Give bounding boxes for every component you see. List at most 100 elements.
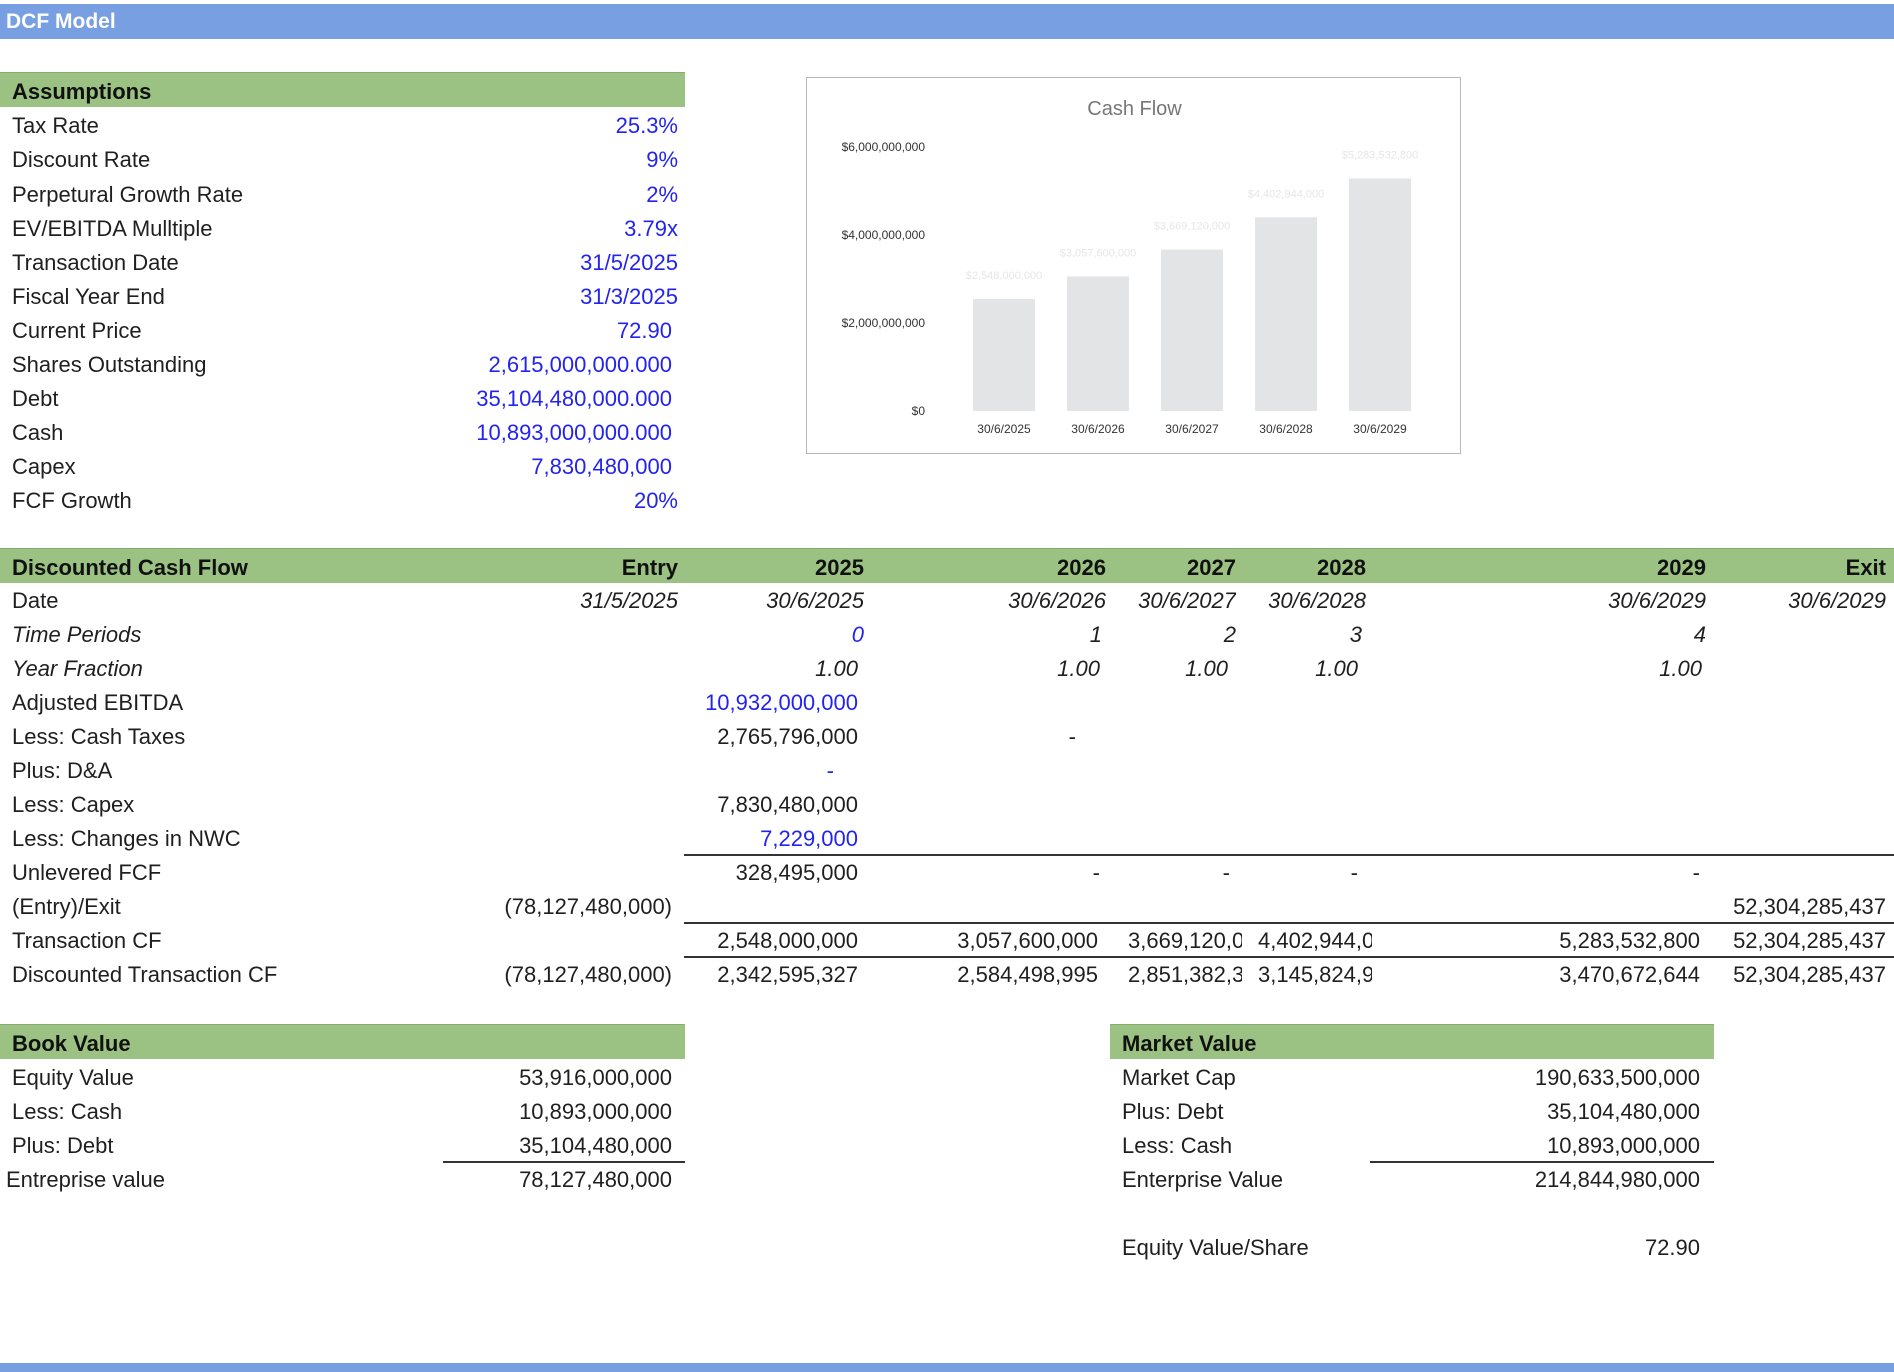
dcf-cell[interactable]: (78,127,480,000)	[504, 962, 672, 987]
dcf-cell[interactable]: 3,145,824,9	[1258, 962, 1372, 987]
assumption-value-current-price[interactable]: 72.90	[616, 318, 672, 343]
bar-data-label: $4,402,944,000	[1248, 188, 1324, 200]
assumption-value-capex[interactable]: 7,830,480,000	[531, 454, 672, 479]
dcf-cell[interactable]: 30/6/2029	[1608, 588, 1706, 613]
book-value-amount[interactable]: 78,127,480,000	[519, 1167, 672, 1192]
assumption-value-fiscal-year-end[interactable]: 31/3/2025	[580, 284, 678, 309]
assumption-label-capex: Capex	[12, 454, 76, 479]
bar-data-label: $3,669,120,000	[1154, 221, 1230, 233]
dcf-cell[interactable]: 2,548,000,000	[717, 928, 858, 953]
dcf-cell[interactable]: 3,470,672,644	[1559, 962, 1700, 987]
y-tick-label: $0	[912, 404, 926, 418]
y-tick-label: $4,000,000,000	[842, 228, 926, 242]
market-value-label: Plus: Debt	[1122, 1099, 1224, 1124]
book-value-label: Equity Value	[12, 1065, 134, 1090]
dcf-cell[interactable]: 2,342,595,327	[717, 962, 858, 987]
dcf-cell[interactable]: 30/6/2025	[766, 588, 864, 613]
assumption-value-debt[interactable]: 35,104,480,000.000	[476, 386, 672, 411]
dcf-cell[interactable]: -	[1068, 724, 1076, 749]
assumption-label-shares-outstanding: Shares Outstanding	[12, 352, 207, 377]
dcf-cell[interactable]: 2	[1223, 622, 1236, 647]
cash-flow-chart[interactable]: Cash Flow $0 $2,000,000,000 $4,000,000,000…	[806, 77, 1461, 454]
chart-bar[interactable]	[1161, 249, 1223, 411]
dcf-row-label-time-periods: Time Periods	[12, 622, 142, 647]
dcf-cell[interactable]: 52,304,285,437	[1733, 962, 1886, 987]
dcf-cell[interactable]: 30/6/2026	[1008, 588, 1106, 613]
dcf-cell[interactable]: 7,830,480,000	[717, 792, 858, 817]
bar-data-label: $3,057,600,000	[1060, 247, 1136, 259]
dcf-cell[interactable]: 30/6/2028	[1268, 588, 1366, 613]
dcf-cell[interactable]: 30/6/2027	[1138, 588, 1236, 613]
dcf-cell[interactable]: 1.00	[1057, 656, 1100, 681]
market-value-amount[interactable]: 35,104,480,000	[1547, 1099, 1700, 1124]
dcf-cell[interactable]: 5,283,532,800	[1559, 928, 1700, 953]
app-title-bar: DCF Model	[0, 4, 1894, 39]
dcf-cell[interactable]: 3	[1349, 622, 1362, 647]
assumption-value-fcf-growth[interactable]: 20%	[633, 488, 678, 513]
book-value-header[interactable]: Book Value	[0, 1024, 685, 1059]
dcf-cell[interactable]: 10,932,000,000	[705, 690, 858, 715]
dcf-cell[interactable]: 1.00	[1185, 656, 1228, 681]
assumption-label-current-price: Current Price	[12, 318, 142, 343]
market-value-amount[interactable]: 190,633,500,000	[1534, 1065, 1700, 1090]
market-value-header[interactable]: Market Value	[1110, 1024, 1714, 1059]
dcf-cell[interactable]: 7,229,000	[760, 826, 858, 851]
assumption-label-ev-ebitda: EV/EBITDA Mulltiple	[12, 216, 213, 241]
book-value-label: Entreprise value	[6, 1167, 165, 1192]
book-value-label: Plus: Debt	[12, 1133, 114, 1158]
chart-bar[interactable]	[1255, 217, 1317, 411]
market-value-amount[interactable]: 10,893,000,000	[1547, 1133, 1700, 1158]
x-tick-label: 30/6/2029	[1353, 422, 1407, 436]
assumption-value-shares-outstanding[interactable]: 2,615,000,000.000	[488, 352, 672, 377]
dcf-cell[interactable]: -	[826, 758, 834, 783]
dcf-cell[interactable]: 4	[1693, 622, 1706, 647]
assumptions-header[interactable]: Assumptions	[0, 72, 685, 107]
dcf-cell[interactable]: 1.00	[1315, 656, 1358, 681]
dcf-cell[interactable]: 31/5/2025	[580, 588, 678, 613]
assumption-value-tax-rate[interactable]: 25.3%	[615, 113, 678, 138]
dcf-cell[interactable]: -	[1350, 860, 1358, 885]
market-value-amount[interactable]: 72.90	[1644, 1235, 1700, 1260]
assumption-value-growth-rate[interactable]: 2%	[646, 182, 678, 207]
dcf-cell[interactable]: 328,495,000	[735, 860, 858, 885]
book-value-amount[interactable]: 10,893,000,000	[519, 1099, 672, 1124]
dcf-cell[interactable]: 2,765,796,000	[717, 724, 858, 749]
dcf-cell[interactable]: 52,304,285,437	[1733, 894, 1886, 919]
assumption-value-transaction-date[interactable]: 31/5/2025	[580, 250, 678, 275]
dcf-cell[interactable]: 1.00	[815, 656, 858, 681]
dcf-cell[interactable]: -	[1092, 860, 1100, 885]
dcf-col-entry: Entry	[621, 555, 678, 580]
market-value-title: Market Value	[1122, 1031, 1257, 1056]
chart-bar[interactable]	[1349, 178, 1411, 411]
market-value-amount[interactable]: 214,844,980,000	[1534, 1167, 1700, 1192]
dcf-cell[interactable]: 2,851,382,3	[1128, 962, 1242, 987]
dcf-cell[interactable]: 3,669,120,0	[1128, 928, 1242, 953]
dcf-cell[interactable]: 1.00	[1659, 656, 1702, 681]
dcf-row-label-capex: Less: Capex	[12, 792, 135, 817]
dcf-cell[interactable]: -	[1222, 860, 1230, 885]
bar-data-label: $2,548,000,000	[966, 270, 1042, 282]
assumption-value-cash[interactable]: 10,893,000,000.000	[476, 420, 672, 445]
dcf-cell[interactable]: 30/6/2029	[1788, 588, 1886, 613]
subtotal-rule	[684, 854, 1894, 856]
dcf-cell[interactable]: 52,304,285,437	[1733, 928, 1886, 953]
assumption-value-ev-ebitda[interactable]: 3.79x	[624, 216, 678, 241]
chart-bar[interactable]	[1067, 276, 1129, 411]
assumption-value-discount-rate[interactable]: 9%	[646, 147, 678, 172]
assumption-label-fiscal-year-end: Fiscal Year End	[12, 284, 165, 309]
book-value-title: Book Value	[12, 1031, 131, 1056]
dcf-cell[interactable]: 0	[851, 622, 864, 647]
x-tick-label: 30/6/2025	[977, 422, 1031, 436]
book-value-amount[interactable]: 53,916,000,000	[519, 1065, 672, 1090]
dcf-cell[interactable]: 1	[1089, 622, 1102, 647]
dcf-cell[interactable]: 2,584,498,995	[957, 962, 1098, 987]
dcf-cell[interactable]: 3,057,600,000	[957, 928, 1098, 953]
dcf-row-label-adjusted-ebitda: Adjusted EBITDA	[12, 690, 184, 715]
dcf-row-label-cash-taxes: Less: Cash Taxes	[12, 724, 186, 749]
book-value-amount[interactable]: 35,104,480,000	[519, 1133, 672, 1158]
dcf-cell[interactable]: (78,127,480,000)	[504, 894, 672, 919]
dcf-cell[interactable]: 4,402,944,0	[1258, 928, 1372, 953]
dcf-row-label-discounted-cf: Discounted Transaction CF	[12, 962, 278, 987]
chart-bar[interactable]	[973, 298, 1035, 411]
dcf-cell[interactable]: -	[1692, 860, 1700, 885]
